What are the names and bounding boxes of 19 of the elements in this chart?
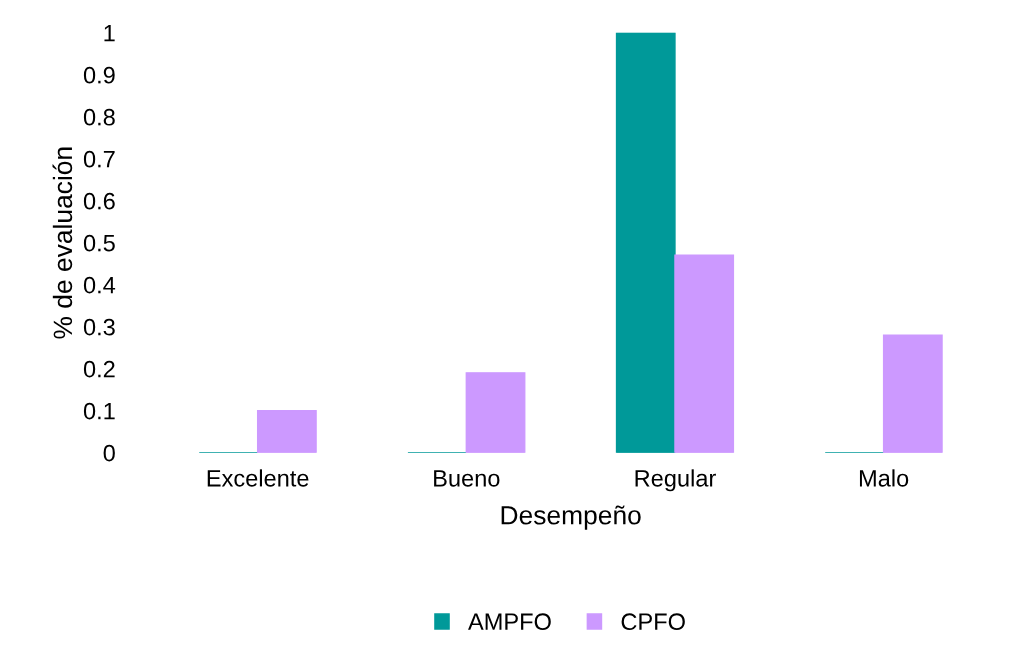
- y-tick-label: 0.4: [83, 276, 116, 294]
- y-tick-label: 0.1: [83, 402, 115, 420]
- y-tick-label: 0.9: [83, 66, 115, 84]
- y-axis-title: % de evaluación: [52, 147, 73, 339]
- x-tick-label: Regular: [635, 469, 716, 492]
- x-axis-title: Desempeño: [501, 505, 641, 530]
- y-tick-label: 1: [104, 25, 115, 42]
- y-tick-label: 0: [103, 444, 115, 462]
- legend-label: AMPFO: [468, 613, 551, 631]
- y-tick-label: 0.7: [83, 150, 115, 168]
- y-tick-label: 0.8: [83, 108, 115, 126]
- x-tick-label: Excelente: [207, 469, 309, 487]
- y-tick-label: 0.5: [83, 234, 115, 252]
- y-tick-label: 0.3: [83, 318, 115, 336]
- y-tick-label: 0.2: [83, 360, 115, 378]
- legend-label: CPFO: [621, 613, 685, 631]
- x-tick-label: Malo: [859, 469, 909, 487]
- x-tick-label: Bueno: [434, 470, 500, 487]
- y-tick-label: 0.6: [83, 192, 115, 210]
